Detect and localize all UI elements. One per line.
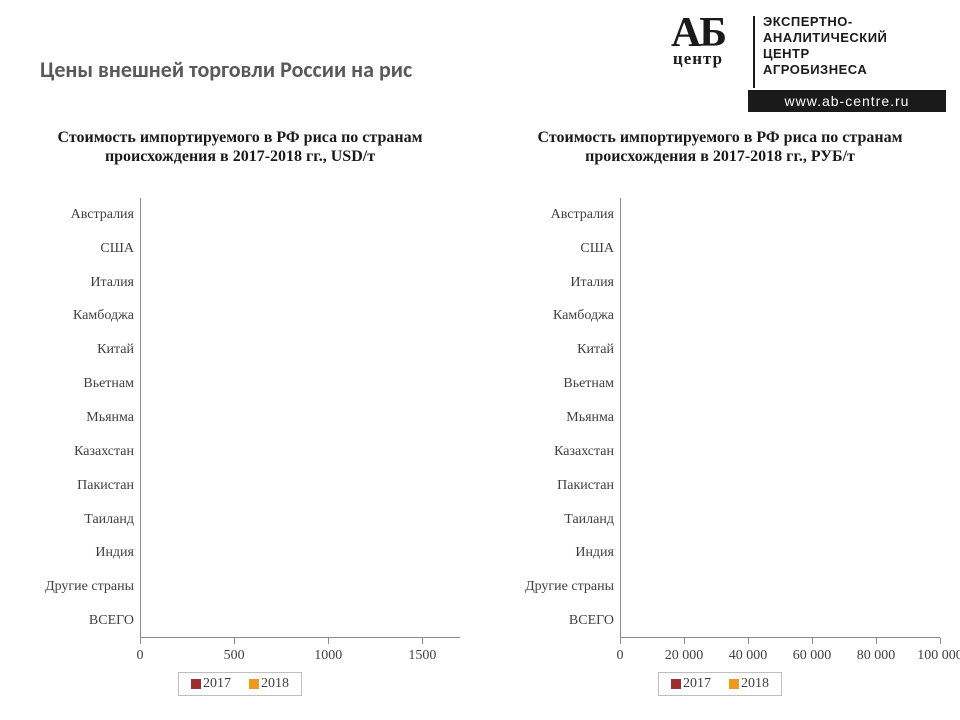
legend-item: 2017	[191, 676, 231, 692]
category-label: Китай	[0, 342, 134, 358]
legend-swatch	[729, 679, 739, 689]
category-label: ВСЕГО	[480, 613, 614, 629]
chart-right-legend: 2017 2018	[658, 672, 782, 696]
logo-tagline: ЭКСПЕРТНО-АНАЛИТИЧЕСКИЙЦЕНТРАГРОБИЗНЕСА	[763, 14, 948, 78]
x-tick-label: 20 000	[665, 648, 704, 664]
x-tick-label: 1000	[314, 648, 342, 664]
category-label: Казахстан	[0, 444, 134, 460]
category-label: Италия	[0, 275, 134, 291]
chart-left-title: Стоимость импортируемого в РФ риса по ст…	[0, 128, 480, 188]
chart-left-bars: 050010001500	[140, 198, 460, 638]
y-axis-line	[620, 198, 621, 638]
page-title: Цены внешней торговли России на рис	[40, 56, 412, 83]
x-tick	[422, 638, 423, 644]
category-label: Китай	[480, 342, 614, 358]
legend-item: 2018	[729, 676, 769, 692]
x-tick	[812, 638, 813, 644]
category-label: Мьянма	[0, 410, 134, 426]
category-label: Вьетнам	[0, 376, 134, 392]
legend-swatch	[671, 679, 681, 689]
x-tick	[328, 638, 329, 644]
chart-right-title: Стоимость импортируемого в РФ риса по ст…	[480, 128, 960, 188]
category-label: Пакистан	[480, 478, 614, 494]
x-axis-line	[620, 637, 940, 638]
x-tick-label: 80 000	[857, 648, 896, 664]
category-label: Вьетнам	[480, 376, 614, 392]
chart-right-bars: 020 00040 00060 00080 000100 000	[620, 198, 940, 638]
legend-label: 2017	[683, 676, 711, 692]
category-label: Австралия	[0, 207, 134, 223]
category-label: Мьянма	[480, 410, 614, 426]
category-label: Казахстан	[480, 444, 614, 460]
chart-left-ylabels: Австралия США Италия Камбоджа Китай Вьетнам Мь…	[0, 198, 140, 638]
x-tick	[234, 638, 235, 644]
x-tick-label: 0	[617, 648, 624, 664]
logo-centr-text: центр	[648, 50, 748, 68]
category-label: Камбоджа	[480, 308, 614, 324]
category-label: Италия	[480, 275, 614, 291]
chart-left-plot: Австралия США Италия Камбоджа Китай Вьетнам Мь…	[0, 198, 480, 638]
x-tick	[140, 638, 141, 644]
category-label: США	[480, 241, 614, 257]
category-label: США	[0, 241, 134, 257]
legend-label: 2018	[261, 676, 289, 692]
x-axis-line	[140, 637, 460, 638]
logo-divider	[753, 16, 755, 88]
category-label: Австралия	[480, 207, 614, 223]
chart-left: Стоимость импортируемого в РФ риса по ст…	[0, 128, 480, 708]
x-tick	[748, 638, 749, 644]
legend-swatch	[191, 679, 201, 689]
category-label: Другие страны	[480, 579, 614, 595]
legend-item: 2018	[249, 676, 289, 692]
logo-url: www.ab-centre.ru	[748, 90, 946, 112]
x-tick	[684, 638, 685, 644]
x-tick-label: 100 000	[917, 648, 960, 664]
chart-left-legend: 2017 2018	[178, 672, 302, 696]
category-label: Таиланд	[0, 512, 134, 528]
legend-item: 2017	[671, 676, 711, 692]
category-label: Камбоджа	[0, 308, 134, 324]
logo-block: АБ центр ЭКСПЕРТНО-АНАЛИТИЧЕСКИЙЦЕНТРАГР…	[648, 6, 948, 116]
category-label: Пакистан	[0, 478, 134, 494]
category-label: Другие страны	[0, 579, 134, 595]
charts-container: Стоимость импортируемого в РФ риса по ст…	[0, 128, 960, 708]
category-label: Индия	[480, 545, 614, 561]
x-tick-label: 1500	[408, 648, 436, 664]
logo-mark: АБ центр	[648, 16, 748, 68]
logo-ab-text: АБ	[648, 16, 748, 50]
chart-right-plot: Австралия США Италия Камбоджа Китай Вьетнам Мь…	[480, 198, 960, 638]
category-label: Таиланд	[480, 512, 614, 528]
x-tick-label: 60 000	[793, 648, 832, 664]
legend-label: 2018	[741, 676, 769, 692]
legend-label: 2017	[203, 676, 231, 692]
x-tick	[620, 638, 621, 644]
category-label: Индия	[0, 545, 134, 561]
x-tick	[876, 638, 877, 644]
chart-right-ylabels: Австралия США Италия Камбоджа Китай Вьетнам Мь…	[480, 198, 620, 638]
y-axis-line	[140, 198, 141, 638]
x-tick-label: 500	[224, 648, 245, 664]
x-tick	[940, 638, 941, 644]
category-label: ВСЕГО	[0, 613, 134, 629]
x-tick-label: 0	[137, 648, 144, 664]
legend-swatch	[249, 679, 259, 689]
chart-right: Стоимость импортируемого в РФ риса по ст…	[480, 128, 960, 708]
x-tick-label: 40 000	[729, 648, 768, 664]
